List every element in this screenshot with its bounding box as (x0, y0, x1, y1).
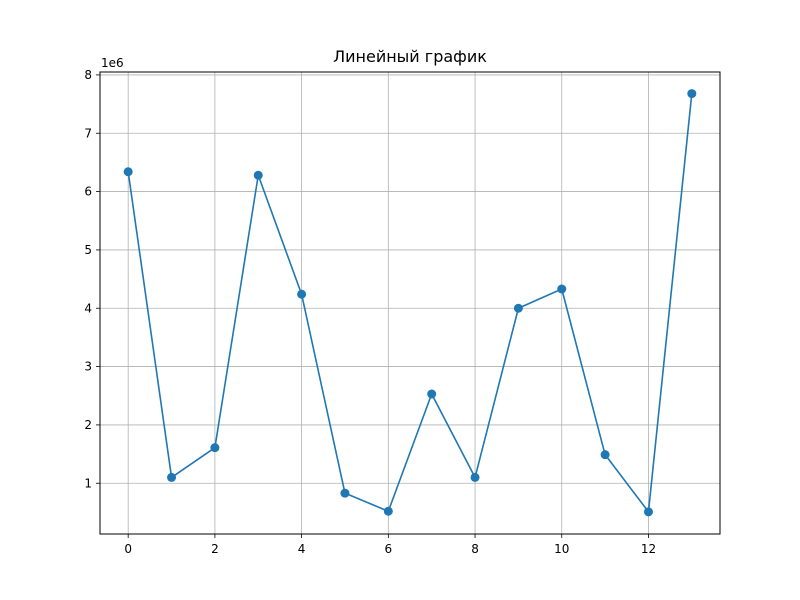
x-tick-label: 12 (641, 542, 656, 556)
grid (100, 72, 720, 534)
y-tick-label: 6 (84, 185, 92, 199)
chart-title: Линейный график (333, 47, 487, 66)
plot-area (99, 71, 721, 535)
x-tick-label: 2 (211, 542, 219, 556)
x-tick-label: 10 (554, 542, 569, 556)
y-tick-label: 7 (84, 126, 92, 140)
y-tick-label: 4 (84, 301, 92, 315)
y-axis-offset-label: 1e6 (101, 56, 124, 70)
data-point (383, 506, 393, 516)
data-point (253, 170, 263, 180)
data-point (297, 289, 307, 299)
series (123, 89, 697, 517)
x-tick-label: 6 (385, 542, 393, 556)
data-point (210, 443, 220, 453)
y-tick-label: 1 (84, 476, 92, 490)
data-point (470, 472, 480, 482)
series-line (127, 93, 693, 513)
data-point (340, 488, 350, 498)
x-tick-label: 4 (298, 542, 306, 556)
y-tick-label: 5 (84, 243, 92, 257)
y-tick-label: 2 (84, 418, 92, 432)
y-tick-label: 3 (84, 360, 92, 374)
data-point (687, 89, 697, 99)
data-point (557, 284, 567, 294)
data-point (167, 472, 177, 482)
data-point (513, 303, 523, 313)
x-tick-label: 0 (124, 542, 132, 556)
data-point (427, 389, 437, 399)
y-tick-label: 8 (84, 68, 92, 82)
data-point (123, 167, 133, 177)
data-point (643, 507, 653, 517)
data-point (600, 450, 610, 460)
x-tick-label: 8 (471, 542, 479, 556)
